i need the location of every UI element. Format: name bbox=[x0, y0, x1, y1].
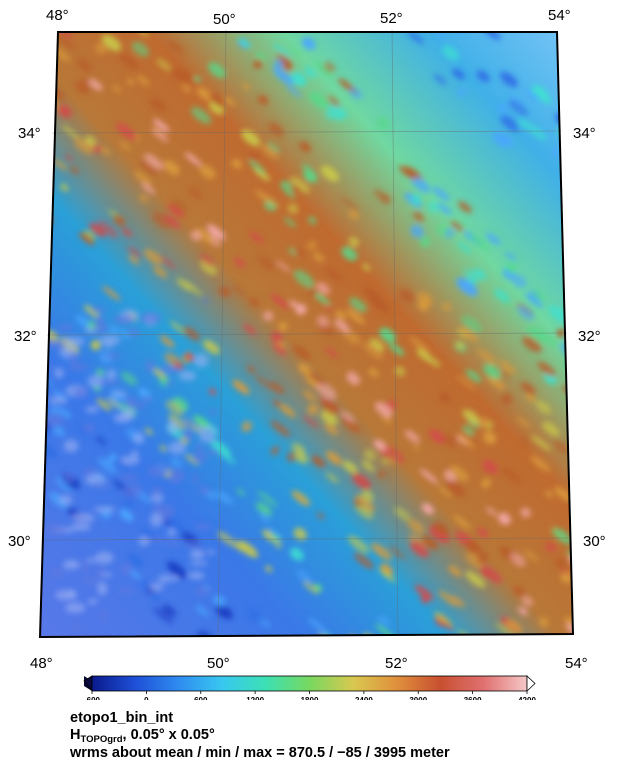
colorbar: -600 0 600 1200 1800 2400 3000 3600 4200 bbox=[83, 675, 536, 700]
caption-resolution: , 0.05° x 0.05° bbox=[122, 727, 215, 743]
lon-label-bottom-52: 52° bbox=[385, 655, 408, 672]
map-figure: 48° 50° 52° 54° 48° 50° 52° 54° 34° 32° … bbox=[8, 7, 606, 700]
colorbar-tick-label: 600 bbox=[194, 696, 208, 700]
colorbar-tick-label: 4200 bbox=[518, 696, 536, 700]
caption-h-subscript: TOPOgrd bbox=[80, 734, 123, 745]
lat-label-right-34: 34° bbox=[573, 125, 596, 142]
lat-label-left-32: 32° bbox=[14, 328, 37, 345]
lat-label-right-30: 30° bbox=[583, 533, 606, 550]
colorbar-tick-label: 1200 bbox=[246, 696, 264, 700]
colorbar-right-arrow bbox=[526, 675, 536, 692]
caption-h: H bbox=[70, 727, 81, 743]
caption-statistics: wrms about mean / min / max = 870.5 / −8… bbox=[70, 745, 450, 761]
colorbar-tick-label: -600 bbox=[84, 696, 101, 700]
colorbar-bar bbox=[91, 675, 528, 692]
lat-label-left-34: 34° bbox=[18, 125, 41, 142]
colorbar-tick-label: 1800 bbox=[301, 696, 319, 700]
colorbar-tick-label: 3600 bbox=[464, 696, 482, 700]
colorbar-tick-label: 0 bbox=[144, 696, 149, 700]
colorbar-tick-label: 3000 bbox=[409, 696, 427, 700]
caption-grid-info: HTOPOgrd, 0.05° x 0.05° bbox=[70, 727, 215, 748]
lon-label-bottom-50: 50° bbox=[207, 655, 230, 672]
lon-label-bottom-54: 54° bbox=[565, 655, 588, 672]
lon-label-top-48: 48° bbox=[46, 7, 69, 24]
lat-label-left-30: 30° bbox=[8, 533, 31, 550]
lon-label-top-50: 50° bbox=[213, 11, 236, 28]
colorbar-tick-label: 2400 bbox=[355, 696, 373, 700]
lat-label-right-32: 32° bbox=[578, 328, 601, 345]
lon-label-bottom-48: 48° bbox=[30, 655, 53, 672]
lon-label-top-52: 52° bbox=[380, 10, 403, 27]
terrain-raster bbox=[40, 32, 573, 637]
lon-label-top-54: 54° bbox=[548, 7, 571, 24]
caption-dataset: etopo1_bin_int bbox=[70, 710, 174, 726]
map-frame bbox=[38, 31, 575, 639]
graticule bbox=[42, 29, 572, 637]
